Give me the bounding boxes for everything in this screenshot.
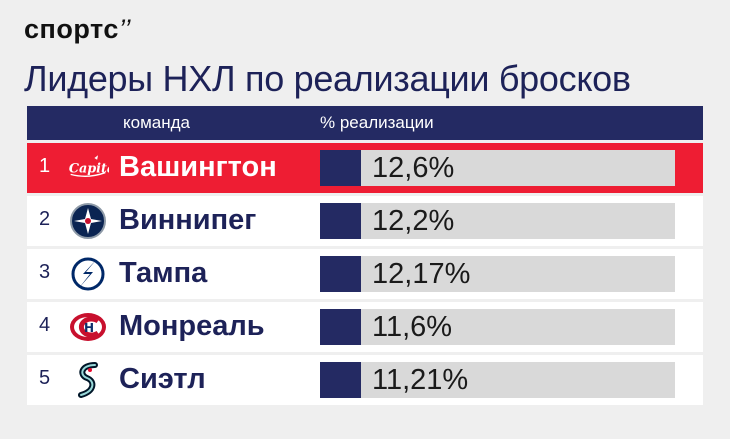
bar xyxy=(320,256,361,292)
data-label: 12,17% xyxy=(372,258,471,290)
bar-track: 12,6% xyxy=(320,150,675,186)
brand-name: спортс xyxy=(24,14,119,44)
rank-label: 1 xyxy=(39,155,51,177)
washington-capitals-logo-icon: Capitals xyxy=(67,147,109,189)
data-label: 11,21% xyxy=(372,364,469,396)
table-row: 2 Виннипег 12,2% xyxy=(27,196,703,246)
seattle-kraken-logo-icon xyxy=(67,359,109,401)
bar-track: 12,17% xyxy=(320,256,675,292)
bar xyxy=(320,362,361,398)
svg-text:H: H xyxy=(84,321,94,335)
team-name: Виннипег xyxy=(119,204,257,236)
data-label: 11,6% xyxy=(372,311,453,343)
bar-track: 12,2% xyxy=(320,203,675,239)
chart-title: Лидеры НХЛ по реализации бросков xyxy=(24,58,631,99)
winnipeg-jets-logo-icon xyxy=(67,200,109,242)
team-name: Сиэтл xyxy=(119,363,206,395)
tampa-bay-lightning-logo-icon xyxy=(67,253,109,295)
bar-track: 11,6% xyxy=(320,309,675,345)
bar xyxy=(320,309,361,345)
team-name: Монреаль xyxy=(119,310,265,342)
table-header: команда % реализации xyxy=(27,106,703,140)
bar xyxy=(320,150,361,186)
montreal-canadiens-logo-icon: H xyxy=(67,306,109,348)
rank-label: 5 xyxy=(39,367,51,389)
table-row: 5 Сиэтл 11,21% xyxy=(27,355,703,405)
rank-label: 3 xyxy=(39,261,51,283)
team-name: Тампа xyxy=(119,257,208,289)
team-name: Вашингтон xyxy=(119,151,277,183)
rank-label: 4 xyxy=(39,314,51,336)
svg-text:Capitals: Capitals xyxy=(69,162,109,177)
header-team-column: команда xyxy=(123,113,190,132)
data-label: 12,2% xyxy=(372,205,455,237)
table-row: 4 H Монреаль 11,6% xyxy=(27,302,703,352)
data-label: 12,6% xyxy=(372,152,455,184)
bar xyxy=(320,203,361,239)
header-pct-column: % реализации xyxy=(320,113,434,132)
rank-label: 2 xyxy=(39,208,51,230)
brand-mark: ’’ xyxy=(118,14,131,44)
table-row: 3 Тампа 12,17% xyxy=(27,249,703,299)
bar-track: 11,21% xyxy=(320,362,675,398)
table-row: 1 Capitals Вашингтон 12,6% xyxy=(27,143,703,193)
brand-logo: спортс’’ xyxy=(24,14,131,45)
